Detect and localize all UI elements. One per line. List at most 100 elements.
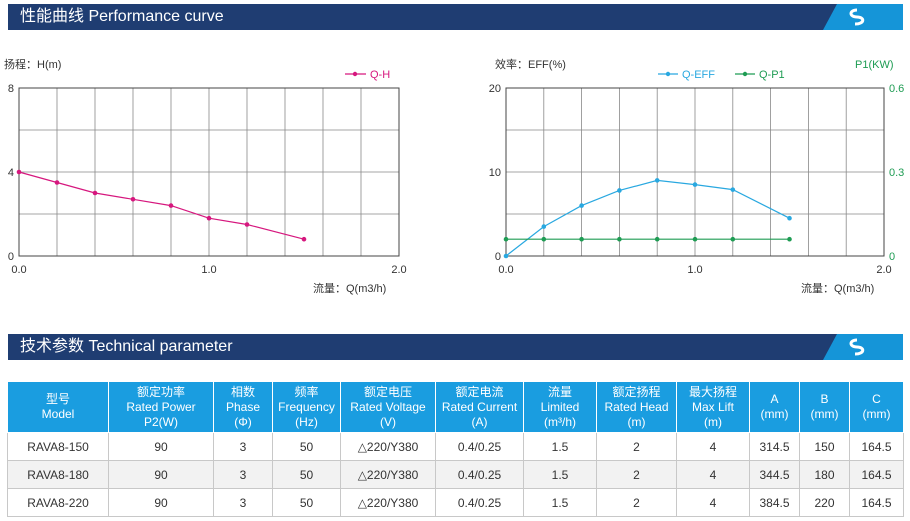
eff-legend-label: Q-EFF [682,69,715,81]
banner-swoosh-icon [823,4,903,30]
table-cell: 220 [799,488,850,517]
table-cell: 1.5 [523,432,597,461]
data-point [787,236,792,242]
qh-chart: 0.0 1.0 2.0 0 4 8 扬程：H(m) 流量：Q(m3/h) Q-H [4,57,407,295]
column-header-line: 型号 [45,392,70,406]
data-point [730,236,736,242]
table-cell: 50 [272,460,341,489]
x-tick-label: 0.0 [498,264,513,276]
table-cell: RAVA8-150 [7,432,109,461]
column-header-line: Rated Voltage [350,399,426,414]
column-header-line: 额定电流 [455,384,504,399]
column-header-line: Frequency [278,399,335,414]
y2-tick-label: 0.3 [889,167,904,179]
column-header-line: (mm) [862,407,891,421]
table-cell: 2 [596,432,677,461]
y2-tick-label: 0 [889,251,895,263]
table-cell: 0.4/0.25 [435,432,524,461]
table-cell: 164.5 [849,488,904,517]
table-cell: 4 [676,488,750,517]
data-point [130,197,136,202]
x-tick-label: 0.0 [11,264,26,276]
table-cell: 90 [108,460,214,489]
column-header-line: 最大扬程 [688,384,737,399]
table-cell: 90 [108,488,214,517]
column-header-line: 流量 [547,384,572,399]
table-cell: 0.4/0.25 [435,488,524,517]
column-header-line: C [872,392,881,406]
qh-legend: Q-H [345,69,390,81]
data-point [541,236,547,242]
column-header-line: (mm) [810,407,839,421]
data-point [206,215,212,221]
data-point [579,203,584,208]
column-header: 额定电压 Rated Voltage (V) [340,381,436,433]
column-header-line: Phase [225,399,261,414]
x-tick-label: 1.0 [201,264,216,276]
y-tick-label: 10 [489,167,501,179]
x-tick-label: 2.0 [391,264,406,276]
column-header-line: (m) [704,414,722,429]
data-point [541,224,547,229]
eff-legend: Q-EFF Q-P1 [658,69,785,81]
column-header-line: (m³/h) [544,414,576,429]
table-cell: 1.5 [523,488,597,517]
column-header-line: Rated Current [441,399,518,414]
data-point [654,236,660,242]
table-cell: 1.5 [523,460,597,489]
table-cell: 90 [108,432,214,461]
x-tick-label: 2.0 [876,264,891,276]
column-header: 相数 Phase (Φ) [213,381,273,433]
p1-y-axis-label: P1(KW) [855,59,894,71]
table-cell: 180 [799,460,850,489]
column-header-line: 频率 [294,384,319,399]
column-header-line: (A) [471,414,488,429]
p1-legend-label: Q-P1 [759,69,785,81]
table-cell: 164.5 [849,432,904,461]
table-cell: 0.4/0.25 [435,460,524,489]
data-point [617,188,622,193]
table-cell: 4 [676,432,750,461]
table-cell: △220/Y380 [340,460,436,489]
series-q-p1 [503,236,792,242]
table-cell: 3 [213,460,273,489]
table-cell: △220/Y380 [340,488,436,517]
banner-swoosh-icon [823,334,903,360]
data-point [301,236,307,242]
eff-x-axis-label: 流量：Q(m3/h) [801,281,874,295]
table-cell: 4 [676,460,750,489]
series-q-eff [503,178,792,259]
column-header-line: 额定功率 [136,384,185,399]
column-header: 频率 Frequency (Hz) [272,381,341,433]
column-header-line: (Hz) [295,414,318,429]
table-cell: RAVA8-180 [7,460,109,489]
qh-x-axis-label: 流量：Q(m3/h) [313,281,386,295]
table-row: RAVA8-150 90 3 50 △220/Y380 0.4/0.25 1.5 2 4 314.… [7,432,904,461]
data-point [244,222,250,227]
column-header-line: Max Lift [691,399,734,414]
data-point [16,169,22,175]
column-header-line: (mm) [760,407,789,421]
column-header-line: B [820,392,829,406]
x-tick-label: 1.0 [687,264,702,276]
qh-y-axis-label: 扬程：H(m) [4,57,61,71]
technical-parameter-banner: 技术参数 Technical parameter [8,334,903,360]
y-tick-label: 20 [489,83,501,95]
y-tick-label: 0 [495,251,501,263]
table-cell: 3 [213,488,273,517]
column-header: B (mm) [799,381,850,433]
column-header-line: 相数 [230,384,255,399]
table-cell: 164.5 [849,460,904,489]
data-point [787,215,792,221]
eff-y-axis-label: 效率：EFF(%) [495,57,566,71]
table-row: RAVA8-180 90 3 50 △220/Y380 0.4/0.25 1.5 2 4 344.… [7,460,904,489]
table-cell: 50 [272,432,341,461]
technical-parameter-table: 型号 Model 额定功率 Rated Power P2(W) 相数 Phase (Φ) 频率 F… [7,381,904,517]
series-line [18,171,305,240]
table-cell: 384.5 [749,488,800,517]
table-cell: 50 [272,488,341,517]
column-header: 额定电流 Rated Current (A) [435,381,524,433]
y-tick-label: 8 [8,83,14,95]
column-header: 额定扬程 Rated Head (m) [596,381,677,433]
table-row: RAVA8-220 90 3 50 △220/Y380 0.4/0.25 1.5 2 4 384.… [7,488,904,517]
